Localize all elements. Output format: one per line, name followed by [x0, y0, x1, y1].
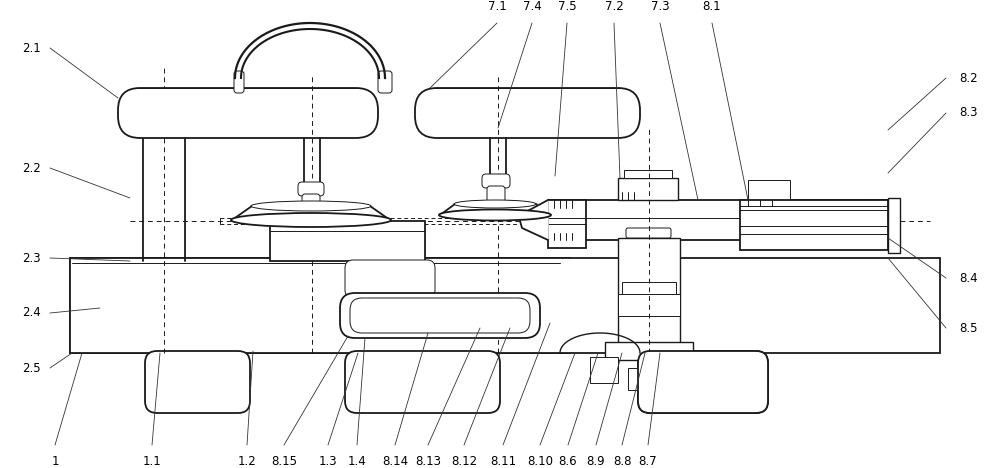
Text: 1.4: 1.4	[348, 455, 366, 468]
FancyBboxPatch shape	[234, 71, 244, 93]
Bar	[624, 170, 672, 178]
Text: 7.2: 7.2	[605, 0, 623, 13]
FancyBboxPatch shape	[626, 228, 671, 238]
Text: 7.5: 7.5	[558, 0, 576, 13]
FancyBboxPatch shape	[860, 200, 888, 238]
Bar	[618, 294, 680, 316]
Text: 8.14: 8.14	[382, 455, 408, 468]
Text: 2.3: 2.3	[22, 251, 41, 264]
Ellipse shape	[251, 201, 371, 211]
FancyBboxPatch shape	[638, 351, 768, 413]
Text: 8.1: 8.1	[703, 0, 721, 13]
Text: 2.1: 2.1	[22, 42, 41, 54]
Text: 8.10: 8.10	[527, 455, 553, 468]
Text: 1: 1	[51, 455, 59, 468]
FancyBboxPatch shape	[638, 351, 768, 413]
Text: 8.9: 8.9	[587, 455, 605, 468]
Bar	[628, 368, 672, 390]
Text: 1.2: 1.2	[238, 455, 256, 468]
Text: 2.5: 2.5	[22, 361, 41, 374]
Text: 8.7: 8.7	[639, 455, 657, 468]
Bar	[70, 258, 940, 353]
Polygon shape	[440, 204, 550, 215]
Text: 2.2: 2.2	[22, 161, 41, 175]
Text: 7.1: 7.1	[488, 0, 506, 13]
Text: 8.2: 8.2	[959, 72, 978, 85]
FancyBboxPatch shape	[118, 88, 378, 138]
Ellipse shape	[454, 200, 536, 208]
Bar	[590, 357, 618, 383]
Bar	[748, 180, 790, 200]
FancyBboxPatch shape	[487, 186, 505, 202]
Bar	[740, 200, 888, 250]
Text: 8.12: 8.12	[451, 455, 477, 468]
Text: 8.3: 8.3	[960, 107, 978, 119]
Text: 8.11: 8.11	[490, 455, 516, 468]
Bar	[270, 221, 425, 261]
Bar	[622, 282, 676, 294]
Bar	[686, 365, 710, 383]
Bar	[548, 200, 586, 248]
Ellipse shape	[439, 210, 551, 220]
Text: 8.5: 8.5	[960, 322, 978, 335]
Bar	[618, 238, 680, 353]
Text: 1.3: 1.3	[319, 455, 337, 468]
Text: 8.13: 8.13	[415, 455, 441, 468]
Polygon shape	[232, 206, 390, 220]
FancyBboxPatch shape	[345, 351, 500, 413]
Text: 7.3: 7.3	[651, 0, 669, 13]
Text: 8.4: 8.4	[959, 271, 978, 285]
Ellipse shape	[231, 213, 391, 227]
Text: 7.4: 7.4	[523, 0, 541, 13]
Polygon shape	[520, 200, 548, 240]
Text: 1.1: 1.1	[143, 455, 161, 468]
FancyBboxPatch shape	[350, 298, 530, 333]
FancyBboxPatch shape	[302, 194, 320, 210]
Bar	[605, 342, 693, 360]
FancyBboxPatch shape	[415, 88, 640, 138]
Text: 8.6: 8.6	[559, 455, 577, 468]
Text: 2.4: 2.4	[22, 307, 41, 320]
FancyBboxPatch shape	[298, 182, 324, 196]
FancyBboxPatch shape	[378, 71, 392, 93]
FancyBboxPatch shape	[482, 174, 510, 188]
FancyBboxPatch shape	[145, 351, 250, 413]
FancyBboxPatch shape	[345, 260, 435, 298]
Bar	[548, 200, 888, 240]
FancyBboxPatch shape	[340, 293, 540, 338]
Text: 8.8: 8.8	[613, 455, 631, 468]
Bar	[888, 198, 900, 253]
Bar	[70, 258, 570, 353]
Bar	[618, 178, 678, 200]
Text: 8.15: 8.15	[271, 455, 297, 468]
